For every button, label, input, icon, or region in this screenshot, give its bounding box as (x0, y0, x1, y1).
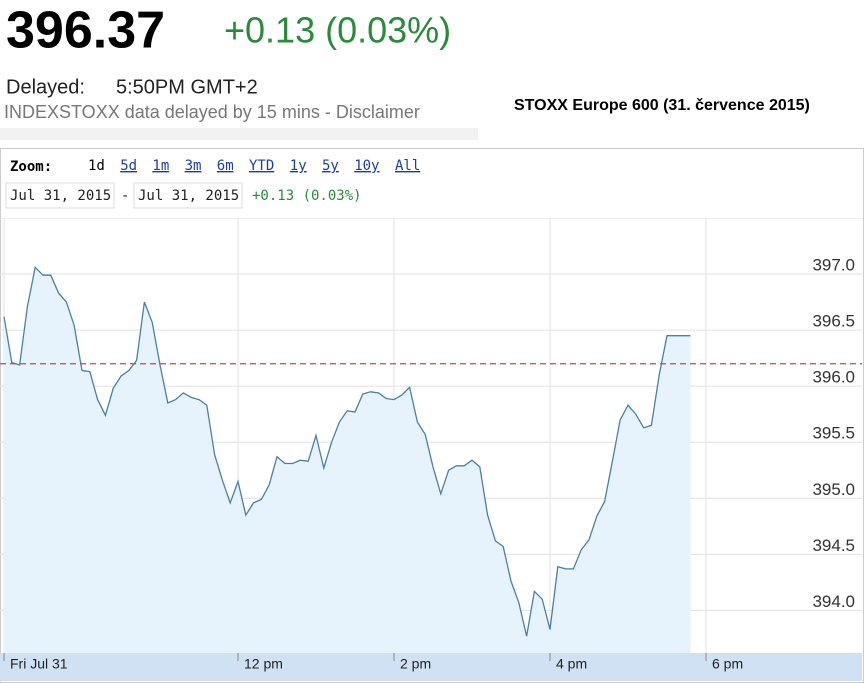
x-axis-band (0, 653, 862, 681)
zoom-option[interactable]: 1d (88, 158, 105, 174)
range-to[interactable]: Jul 31, 2015 (138, 188, 239, 204)
zoom-option[interactable]: 10y (354, 158, 379, 174)
y-tick-label: 395.5 (812, 424, 855, 443)
y-tick-label: 396.5 (812, 312, 855, 331)
zoom-option[interactable]: 1m (152, 158, 169, 174)
y-tick-label: 394.0 (812, 592, 855, 611)
price-change: +0.13 (0.03%) (224, 10, 451, 51)
zoom-options: 1d 5d 1m 3m 6m YTD 1y 5y 10y All (88, 158, 420, 174)
y-tick-label: 395.0 (812, 480, 855, 499)
range-change: +0.13 (0.03%) (252, 188, 362, 204)
delay-note[interactable]: INDEXSTOXX data delayed by 15 mins - Dis… (4, 102, 420, 122)
zoom-option[interactable]: 1y (290, 158, 307, 174)
zoom-option[interactable]: YTD (249, 158, 274, 174)
line (3, 265, 691, 637)
zoom-label: Zoom: (10, 159, 52, 175)
range-from-box[interactable] (5, 182, 115, 209)
header-divider (0, 128, 478, 140)
price: 396.37 (6, 2, 165, 60)
zoom-option[interactable]: 5d (120, 158, 137, 174)
zoom-option[interactable]: 3m (185, 158, 202, 174)
delayed-time: 5:50PM GMT+2 (116, 76, 258, 98)
range-from[interactable]: Jul 31, 2015 (10, 188, 111, 204)
plot: 394.0 394.5 395.0 395.5 396.0 396.5 397.0 397.5 (0, 199, 862, 653)
zoom-option[interactable]: 6m (217, 158, 234, 174)
caption: STOXX Europe 600 (31. července 2015) (514, 97, 810, 114)
x-tick-label: 6 pm (712, 656, 743, 672)
delayed-label: Delayed: (6, 76, 85, 98)
y-tick-label: 396.0 (812, 368, 855, 387)
range-to-box[interactable] (133, 182, 243, 209)
y-tick-label: 397.0 (812, 256, 855, 275)
x-tick-label: 4 pm (556, 656, 587, 672)
y-tick-label: 394.5 (812, 536, 855, 555)
x-tick-label: 2 pm (400, 656, 431, 672)
zoom-option[interactable]: All (395, 158, 420, 174)
x-tick-label: Fri Jul 31 (10, 656, 68, 672)
range-separator: - (121, 188, 129, 204)
zoom-option[interactable]: 5y (322, 158, 339, 174)
x-tick-label: 12 pm (244, 656, 283, 672)
y-tick-label: 397.5 (812, 199, 855, 218)
area (4, 267, 691, 653)
